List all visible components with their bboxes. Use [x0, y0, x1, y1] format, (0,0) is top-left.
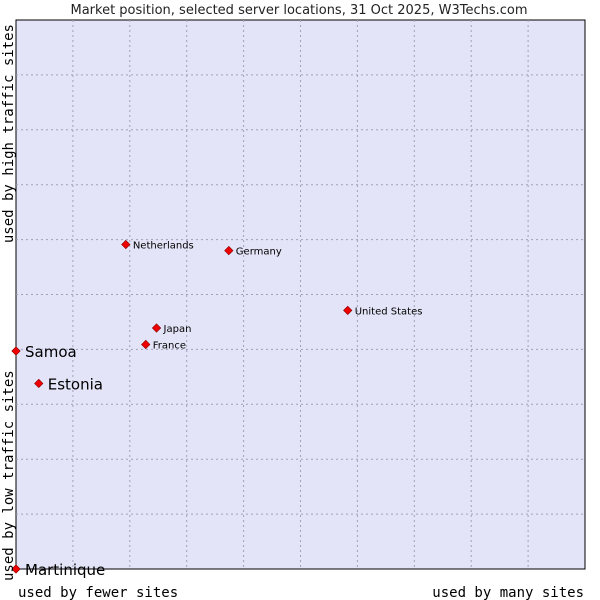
chart-title: Market position, selected server locatio…	[70, 3, 527, 18]
data-point-estonia[interactable]	[34, 378, 44, 389]
point-label-estonia: Estonia	[48, 375, 103, 393]
data-point-france[interactable]	[141, 339, 151, 350]
point-label-samoa: Samoa	[25, 343, 77, 361]
point-label-japan: Japan	[163, 324, 192, 335]
point-label-germany: Germany	[236, 247, 282, 258]
y-axis-label-top: used by high traffic sites	[1, 24, 17, 243]
data-point-samoa[interactable]	[11, 346, 21, 356]
x-axis-label-left: used by fewer sites	[18, 585, 178, 600]
point-label-martinique: Martinique	[25, 561, 105, 579]
data-point-netherlands[interactable]	[121, 239, 131, 250]
point-label-france: France	[153, 340, 186, 351]
data-point-martinique[interactable]	[11, 564, 21, 574]
data-point-japan[interactable]	[151, 323, 162, 333]
point-label-netherlands: Netherlands	[133, 241, 194, 252]
x-axis-label-right: used by many sites	[432, 585, 584, 600]
data-point-united-states[interactable]	[343, 305, 353, 316]
data-point-germany[interactable]	[224, 245, 234, 256]
data-points: Netherlands Germany United States Japan Fran…	[11, 239, 423, 579]
y-axis-label-bottom: used by low traffic sites	[1, 370, 17, 581]
point-label-united-states: United States	[355, 306, 423, 317]
grid-lines	[16, 20, 585, 569]
